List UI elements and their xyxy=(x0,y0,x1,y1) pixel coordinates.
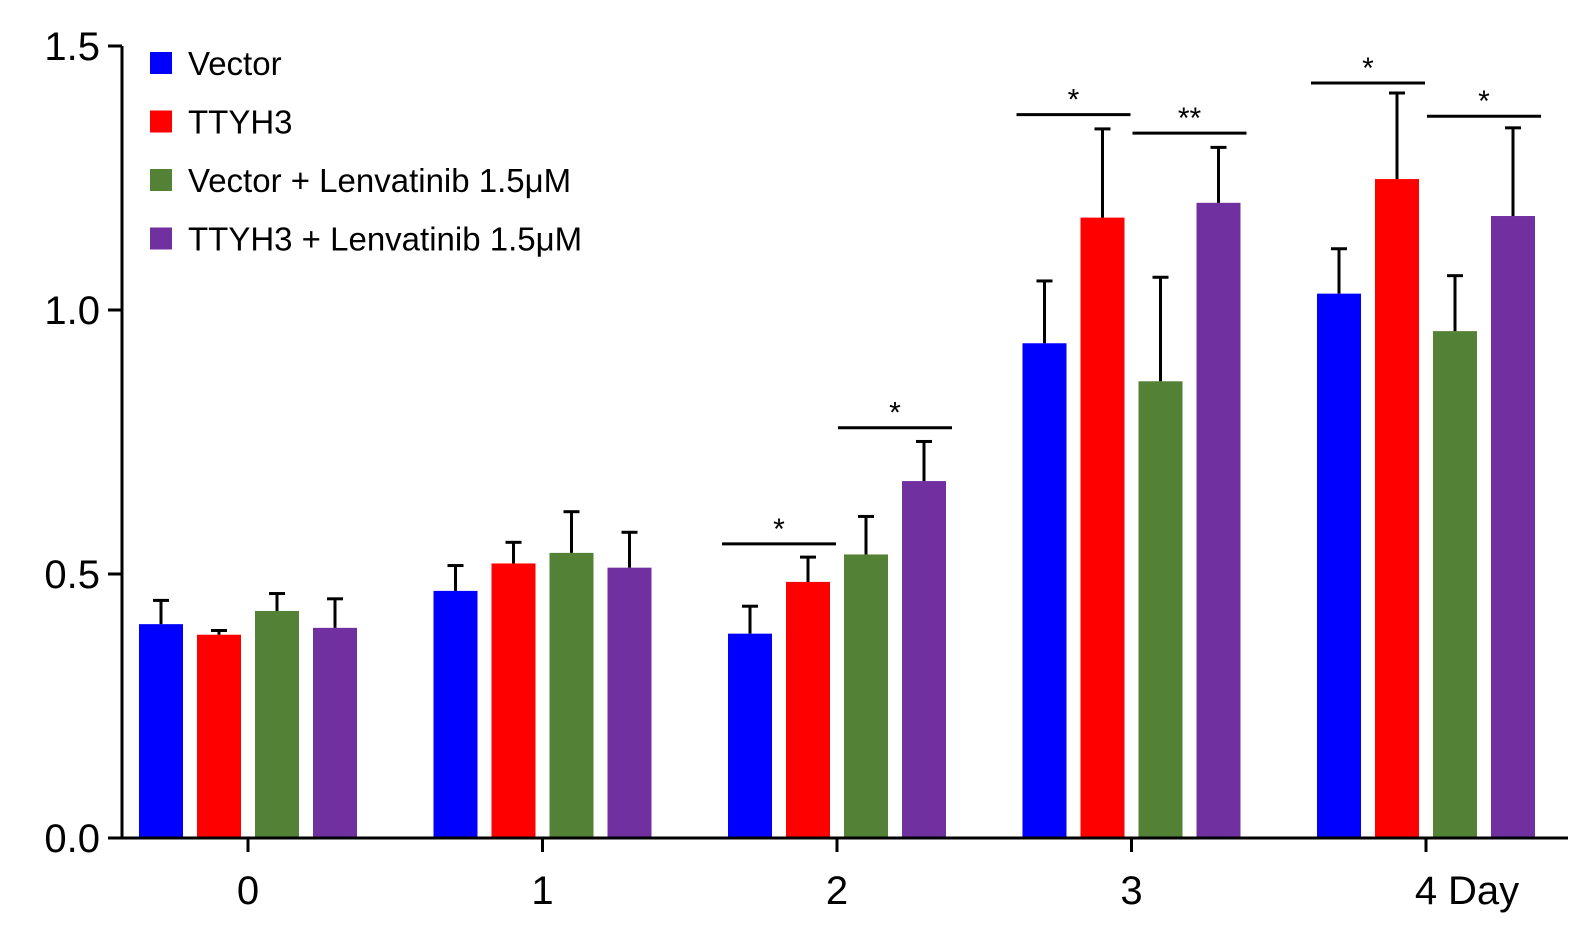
error-bars-layer xyxy=(153,91,1521,635)
bar-series-3-day-3 xyxy=(1196,202,1241,839)
bar-series-2-day-0 xyxy=(255,610,299,838)
legend-swatch-0 xyxy=(150,52,172,74)
bar-series-0-day-3 xyxy=(1022,343,1067,838)
bar-series-1-day-4 xyxy=(1375,179,1419,838)
bar-series-2-day-3 xyxy=(1138,381,1183,838)
bar-series-3-day-1 xyxy=(607,567,652,838)
x-tick-label-1: 1 xyxy=(531,869,553,913)
legend: Vector TTYH3 Vector + Lenvatinib 1.5μM TTYH… xyxy=(150,45,582,258)
significance-label-3: ** xyxy=(1178,102,1202,135)
x-tick-label-4: 4 xyxy=(1415,869,1437,913)
bar-series-0-day-0 xyxy=(139,624,183,838)
bar-series-3-day-4 xyxy=(1491,216,1535,839)
legend-label-2: Vector + Lenvatinib 1.5μM xyxy=(188,162,571,199)
y-tick-label-1: 0.5 xyxy=(44,553,100,597)
y-tick-label-3: 1.5 xyxy=(44,25,100,69)
axes xyxy=(120,46,1568,840)
legend-swatch-1 xyxy=(150,110,172,133)
y-tick-label-0: 0.0 xyxy=(44,817,100,861)
legend-label-0: Vector xyxy=(188,45,282,82)
bars-layer xyxy=(139,179,1535,839)
legend-swatch-3 xyxy=(150,227,172,250)
x-tick-label-3: 3 xyxy=(1120,869,1142,913)
y-ticks: 0.0 0.5 1.0 1.5 xyxy=(44,25,122,861)
significance-layer: ******* xyxy=(722,52,1541,546)
legend-label-1: TTYH3 xyxy=(188,104,293,141)
x-tick-label-0: 0 xyxy=(237,869,259,913)
legend-label-3: TTYH3 + Lenvatinib 1.5μM xyxy=(188,221,582,258)
significance-label-5: * xyxy=(1478,85,1490,118)
x-axis-label: Day xyxy=(1448,869,1519,913)
bar-series-1-day-1 xyxy=(491,563,536,838)
bar-series-3-day-2 xyxy=(902,481,946,838)
significance-label-1: * xyxy=(889,397,901,430)
bar-series-1-day-2 xyxy=(786,581,830,838)
significance-label-2: * xyxy=(1068,84,1080,117)
bar-series-1-day-0 xyxy=(197,634,241,838)
significance-label-4: * xyxy=(1362,52,1374,85)
bar-series-0-day-1 xyxy=(433,590,478,838)
y-tick-label-2: 1.0 xyxy=(44,289,100,333)
bar-series-0-day-2 xyxy=(728,633,772,838)
significance-label-0: * xyxy=(773,513,785,546)
x-ticks: 0 1 2 3 4 Day xyxy=(237,838,1519,913)
bar-series-1-day-3 xyxy=(1080,217,1125,839)
bar-series-2-day-4 xyxy=(1433,331,1477,838)
bar-series-3-day-0 xyxy=(313,627,357,838)
x-tick-label-2: 2 xyxy=(826,869,848,913)
legend-swatch-2 xyxy=(150,169,172,191)
bar-series-2-day-1 xyxy=(549,552,594,838)
bar-series-2-day-2 xyxy=(844,554,888,838)
bar-series-0-day-4 xyxy=(1317,293,1361,839)
